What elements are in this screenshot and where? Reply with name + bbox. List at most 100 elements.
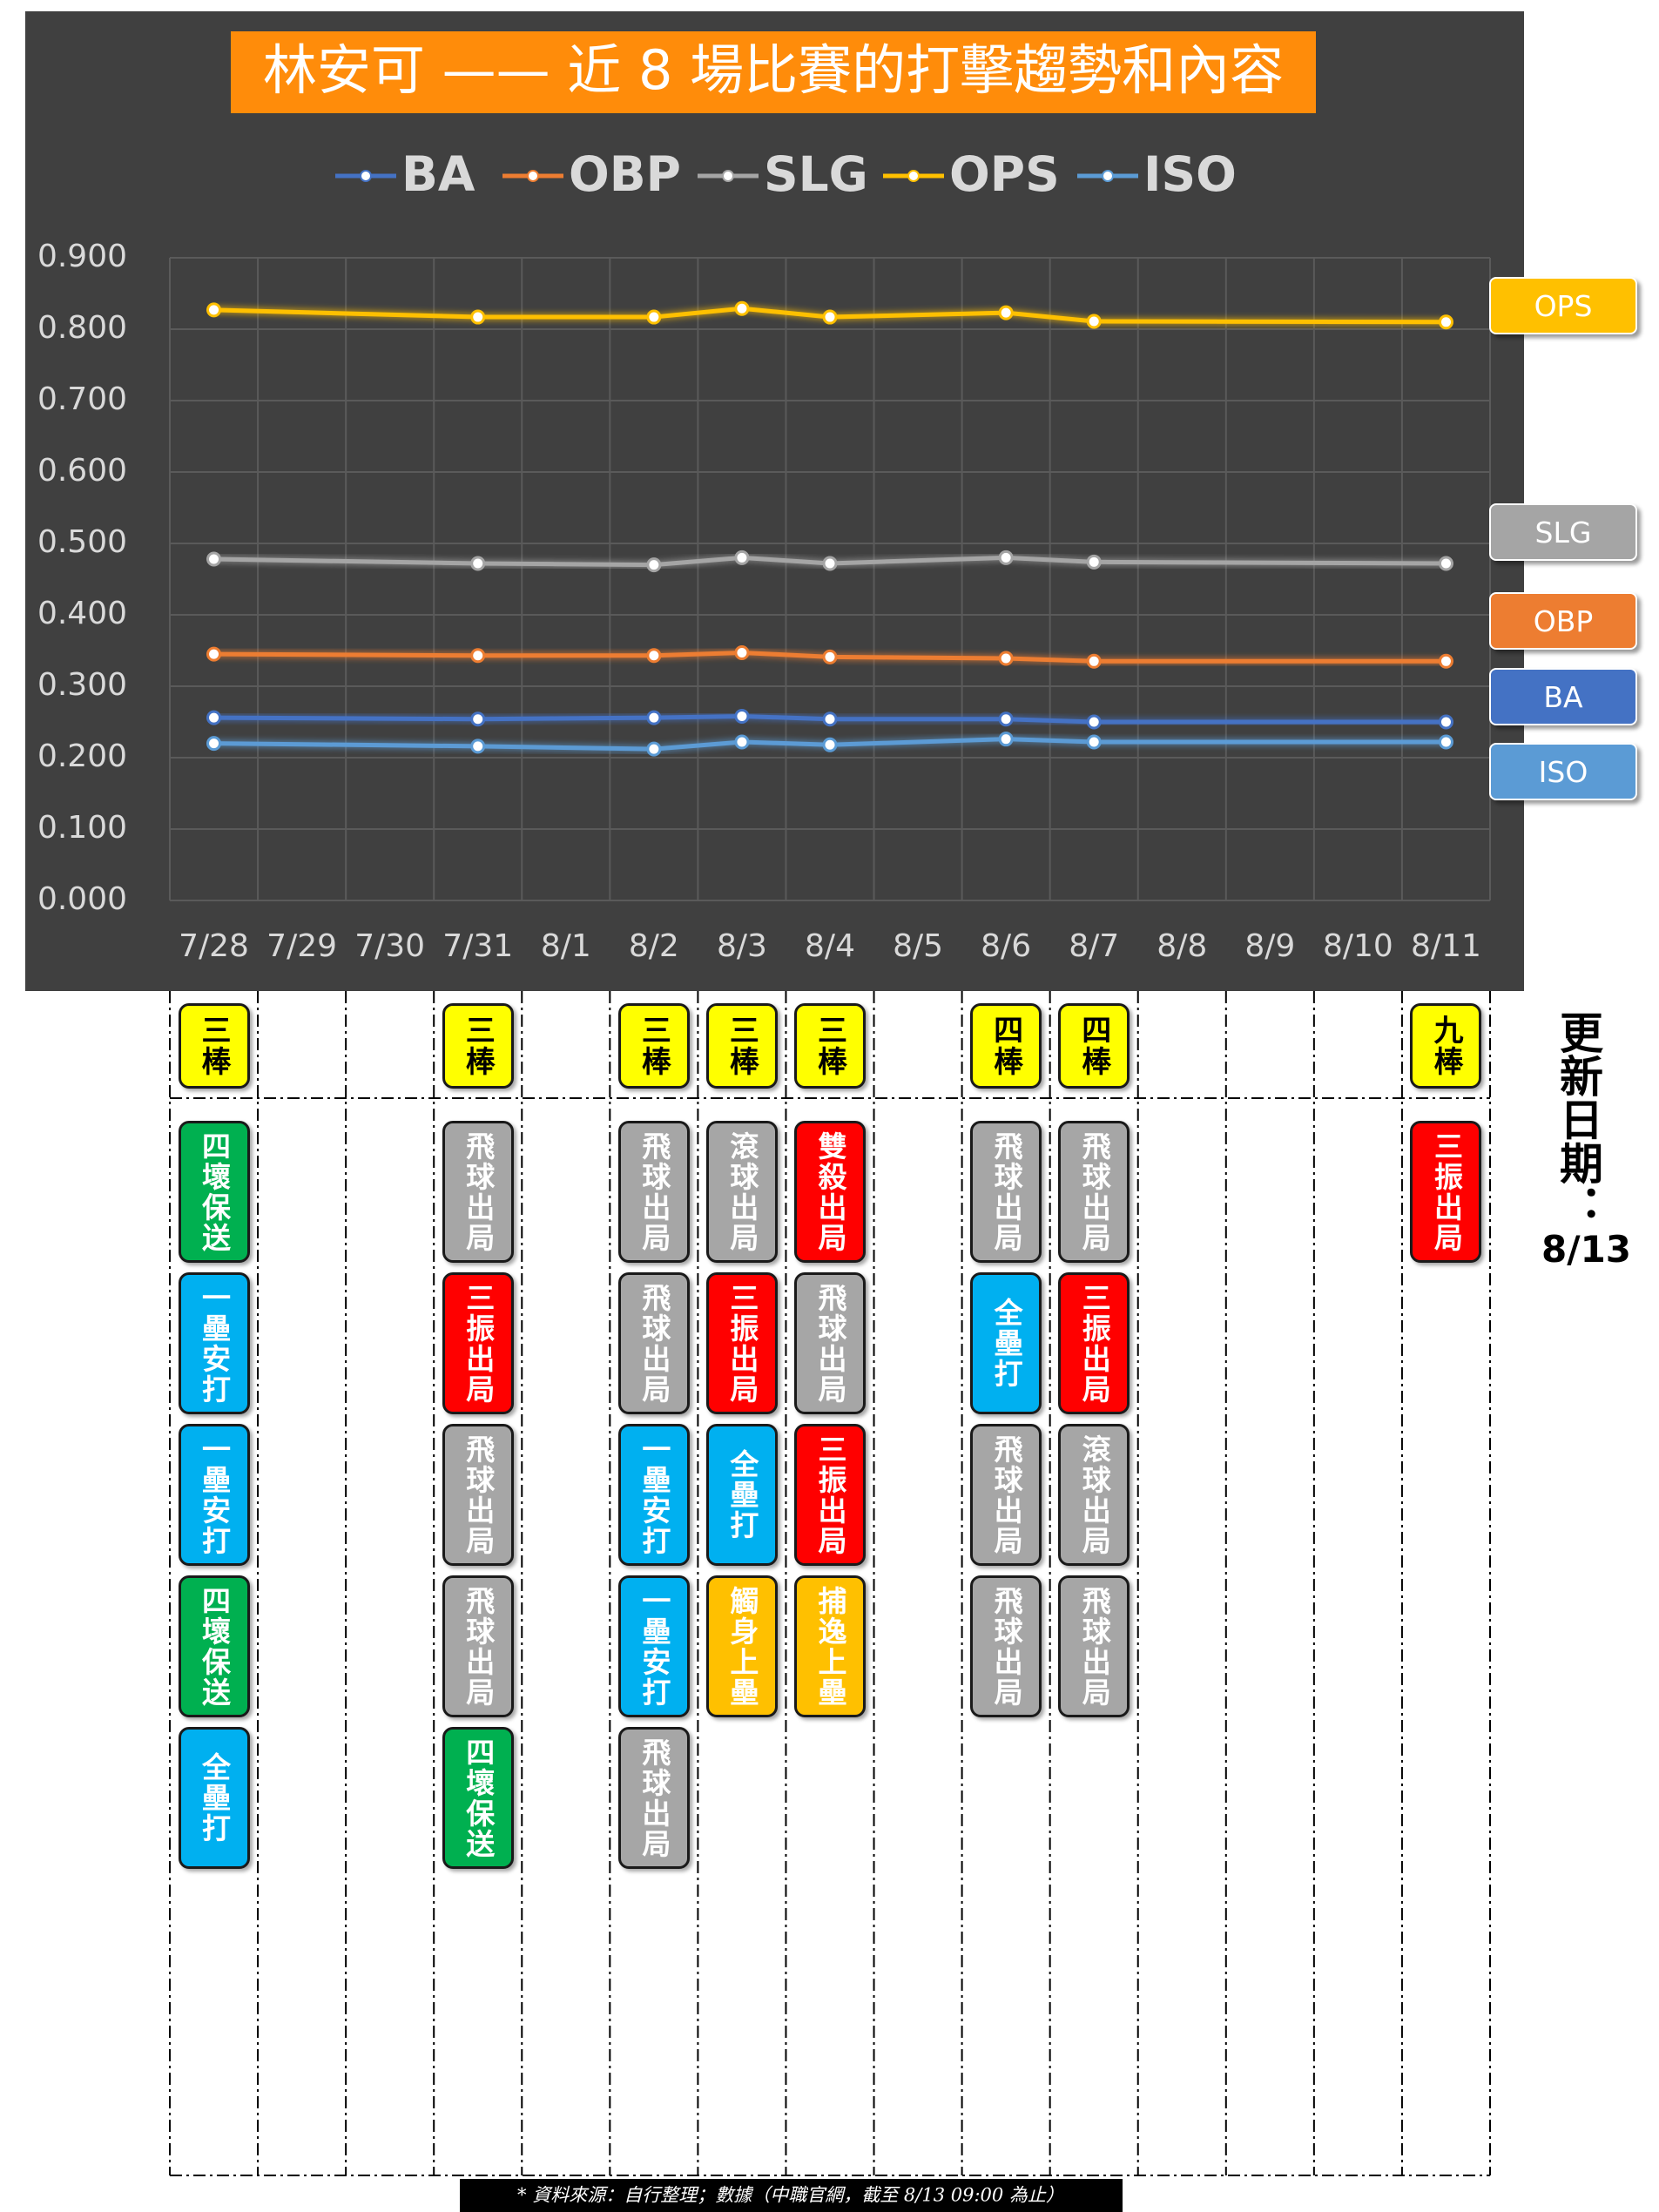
at-bat-result: 全壘打 — [178, 1727, 250, 1869]
data-point — [646, 648, 662, 664]
series-line — [213, 306, 1447, 325]
at-bat-result: 全壘打 — [970, 1272, 1042, 1414]
title-box — [231, 31, 1316, 113]
data-point — [206, 646, 222, 662]
footnote: * 資料來源：自行整理；數據（中職官網，截至 8/13 09:00 為止） — [517, 2185, 1064, 2206]
y-tick-label: 0.600 — [37, 453, 127, 489]
series-line — [213, 555, 1447, 568]
at-bat-result: 雙殺出局 — [794, 1121, 866, 1263]
y-tick-label: 0.500 — [37, 524, 127, 560]
data-point — [998, 305, 1014, 320]
at-bat-result: 飛球出局 — [970, 1121, 1042, 1263]
x-tick-label: 8/5 — [893, 928, 943, 964]
x-tick-label: 8/10 — [1323, 928, 1393, 964]
y-tick-label: 0.300 — [37, 667, 127, 703]
x-tick-label: 8/7 — [1069, 928, 1119, 964]
x-tick-label: 8/4 — [805, 928, 855, 964]
at-bat-result: 飛球出局 — [617, 1272, 690, 1414]
data-point — [734, 550, 750, 565]
at-bat-result: 飛球出局 — [970, 1575, 1042, 1717]
y-tick-label: 0.100 — [37, 810, 127, 846]
data-point — [646, 710, 662, 725]
batting-order: 四棒 — [1058, 1003, 1130, 1089]
legend-marker — [722, 170, 734, 182]
data-point — [206, 302, 222, 318]
data-point — [646, 557, 662, 573]
data-point — [646, 309, 662, 325]
data-point — [1086, 734, 1102, 750]
y-tick-label: 0.200 — [37, 738, 127, 774]
data-point — [998, 550, 1014, 565]
at-bat-result: 三振出局 — [442, 1272, 514, 1414]
data-point — [998, 732, 1014, 747]
data-point — [1086, 714, 1102, 730]
data-point — [1438, 714, 1453, 730]
batting-order: 四棒 — [970, 1003, 1042, 1089]
series-end-label: BA — [1489, 668, 1637, 725]
batting-order: 三棒 — [617, 1003, 690, 1089]
at-bat-result: 三振出局 — [1410, 1121, 1482, 1263]
at-bat-result: 飛球出局 — [442, 1424, 514, 1566]
x-tick-label: 8/11 — [1411, 928, 1481, 964]
batting-order: 九棒 — [1410, 1003, 1482, 1089]
footnote-box — [460, 2179, 1123, 2212]
x-tick-label: 7/30 — [354, 928, 425, 964]
data-point — [822, 649, 838, 664]
data-point — [470, 738, 486, 754]
legend-label: BA — [401, 146, 475, 202]
y-tick-label: 0.700 — [37, 381, 127, 417]
data-point — [470, 309, 486, 325]
legend-marker — [907, 170, 920, 182]
data-point — [1086, 554, 1102, 570]
at-bat-result: 全壘打 — [705, 1424, 778, 1566]
legend-marker — [1102, 170, 1114, 182]
update-info: 更新日期： 8/13 — [1541, 1010, 1631, 1271]
data-point — [646, 741, 662, 757]
at-bat-result: 飛球出局 — [970, 1424, 1042, 1566]
data-point — [734, 644, 750, 660]
data-point — [470, 648, 486, 664]
x-tick-label: 8/8 — [1157, 928, 1207, 964]
at-bat-result: 飛球出局 — [617, 1121, 690, 1263]
series-end-label: ISO — [1489, 743, 1637, 800]
at-bat-result: 四壞保送 — [178, 1575, 250, 1717]
at-bat-result: 三振出局 — [1058, 1272, 1130, 1414]
at-bat-result: 一壘安打 — [617, 1575, 690, 1717]
data-point — [1438, 653, 1453, 669]
x-tick-label: 8/3 — [717, 928, 767, 964]
x-tick-label: 8/6 — [981, 928, 1031, 964]
y-tick-label: 0.400 — [37, 596, 127, 631]
at-bat-result: 飛球出局 — [442, 1121, 514, 1263]
at-bat-result: 三振出局 — [794, 1424, 866, 1566]
data-point — [1438, 556, 1453, 571]
update-label: 更新日期： — [1553, 1010, 1603, 1228]
data-point — [470, 556, 486, 571]
series-end-label: SLG — [1489, 503, 1637, 561]
batting-order: 三棒 — [442, 1003, 514, 1089]
series-line — [213, 713, 1447, 725]
data-point — [822, 711, 838, 727]
at-bat-result: 飛球出局 — [1058, 1121, 1130, 1263]
data-point — [998, 711, 1014, 727]
data-point — [1438, 314, 1453, 330]
at-bat-result: 飛球出局 — [617, 1727, 690, 1869]
y-tick-label: 0.000 — [37, 881, 127, 917]
at-bat-result: 捕逸上壘 — [794, 1575, 866, 1717]
at-bat-result: 飛球出局 — [442, 1575, 514, 1717]
legend-label: OBP — [569, 146, 681, 202]
data-point — [822, 737, 838, 752]
at-bat-result: 一壘安打 — [617, 1424, 690, 1566]
x-tick-label: 8/2 — [629, 928, 679, 964]
data-point — [822, 309, 838, 325]
at-bat-result: 飛球出局 — [794, 1272, 866, 1414]
y-tick-label: 0.900 — [37, 239, 127, 274]
data-point — [1438, 734, 1453, 750]
batting-order: 三棒 — [705, 1003, 778, 1089]
chart-background — [25, 11, 1524, 991]
legend-marker — [527, 170, 539, 182]
at-bat-result: 一壘安打 — [178, 1424, 250, 1566]
legend-label: OPS — [949, 146, 1060, 202]
x-tick-label: 8/9 — [1244, 928, 1295, 964]
